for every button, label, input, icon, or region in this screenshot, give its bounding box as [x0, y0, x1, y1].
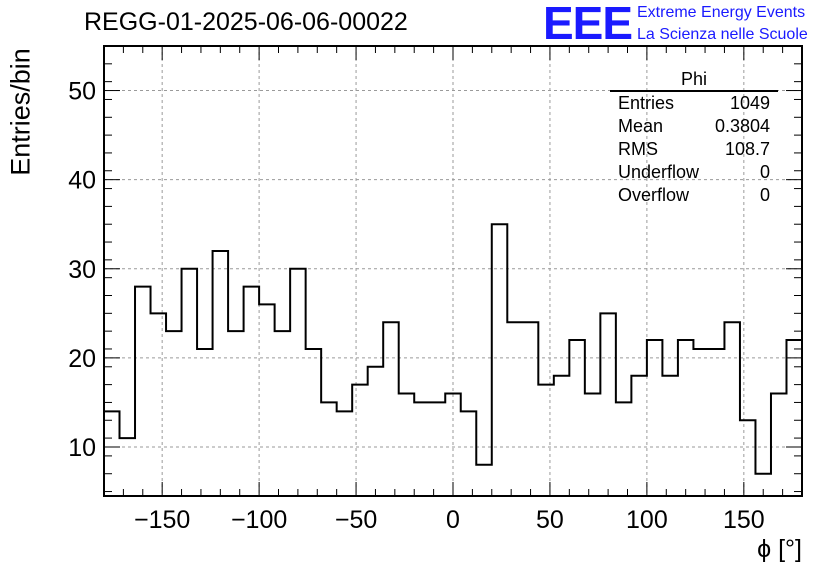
histogram-bin [104, 411, 120, 496]
histogram-bin [647, 340, 663, 496]
x-tick-label: −150 [134, 506, 190, 534]
histogram-bin [724, 322, 740, 496]
histogram-bin [321, 402, 337, 496]
x-tick-label: 50 [536, 506, 564, 534]
stats-label: Entries [618, 93, 675, 113]
histogram-bin [802, 358, 818, 496]
stats-box: Phi Entries 1049 Mean 0.3804 RMS 108.7 U… [610, 68, 778, 207]
y-tick-label: 40 [68, 167, 96, 195]
histogram-bin [492, 224, 508, 496]
histogram-bin [678, 340, 694, 496]
histogram-bin [399, 394, 415, 496]
eee-logo: EEE [543, 0, 633, 49]
histogram-bin [182, 269, 198, 496]
logo-line-2: La Scienza nelle Scuole [637, 26, 808, 43]
chart-title: REGG-01-2025-06-06-00022 [84, 8, 408, 36]
stats-value: 108.7 [724, 139, 770, 159]
stats-label: RMS [618, 139, 658, 159]
stats-row-overflow: Overflow 0 [610, 184, 778, 207]
histogram-bin [585, 394, 601, 496]
histogram-bin [306, 349, 322, 496]
histogram-bin [244, 287, 260, 496]
histogram-bin [151, 313, 167, 496]
histogram-bin [740, 420, 756, 496]
histogram-bin [693, 349, 709, 496]
histogram-bin [414, 402, 430, 496]
histogram-series [104, 223, 802, 496]
histogram-bin [430, 402, 446, 496]
y-axis-label: Entries/bin [5, 48, 36, 176]
x-tick-label: −50 [335, 506, 377, 534]
histogram-bin [538, 385, 554, 496]
histogram-bin [197, 349, 213, 496]
histogram-bin [569, 340, 585, 496]
histogram-bin [135, 287, 151, 496]
stats-row-mean: Mean 0.3804 [610, 115, 778, 138]
logo-line-1: Extreme Energy Events [637, 4, 806, 21]
histogram-bin [507, 322, 523, 496]
histogram-bin [818, 358, 834, 496]
histogram-bin [616, 402, 632, 496]
x-tick-label: 0 [446, 506, 460, 534]
y-tick-label: 10 [68, 434, 96, 462]
stats-row-rms: RMS 108.7 [610, 138, 778, 161]
histogram-bin [228, 331, 244, 496]
stats-title: Phi [610, 68, 778, 92]
stats-value: 0 [759, 185, 770, 205]
stats-label: Mean [618, 116, 664, 136]
histogram-bin [352, 385, 368, 496]
histogram-bin [600, 313, 616, 496]
stats-label: Underflow [618, 162, 700, 182]
histogram-bin [368, 367, 384, 496]
x-tick-label: 150 [723, 506, 765, 534]
stats-value: 0 [759, 162, 770, 182]
histogram-bin [383, 322, 399, 496]
histogram-bin [523, 322, 539, 496]
y-tick-label: 50 [68, 78, 96, 106]
histogram-bin [786, 340, 802, 496]
stats-value: 0.3804 [714, 116, 770, 136]
histogram-bin [771, 394, 787, 496]
x-tick-label: −100 [231, 506, 287, 534]
y-tick-label: 30 [68, 256, 96, 284]
histogram-bin [259, 304, 275, 496]
histogram-bin [554, 376, 570, 496]
histogram-bin [631, 376, 647, 496]
histogram-bin [337, 411, 353, 496]
stats-row-entries: Entries 1049 [610, 92, 778, 115]
stats-row-underflow: Underflow 0 [610, 161, 778, 184]
histogram-bin [755, 474, 771, 496]
histogram-bin [120, 438, 136, 496]
x-tick-label: 100 [626, 506, 668, 534]
histogram-bin [461, 411, 477, 496]
histogram-bin [213, 251, 229, 496]
histogram-bin [709, 349, 725, 496]
histogram-bin [445, 394, 461, 496]
y-tick-label: 20 [68, 345, 96, 373]
histogram-bin [275, 331, 291, 496]
histogram-bin [166, 331, 182, 496]
histogram-bin [290, 269, 306, 496]
stats-value: 1049 [729, 93, 770, 113]
histogram-bin [662, 376, 678, 496]
x-axis-label: ϕ [°] [757, 535, 802, 563]
plot-frame [103, 45, 803, 497]
histogram-bin [476, 465, 492, 496]
stats-label: Overflow [618, 185, 690, 205]
